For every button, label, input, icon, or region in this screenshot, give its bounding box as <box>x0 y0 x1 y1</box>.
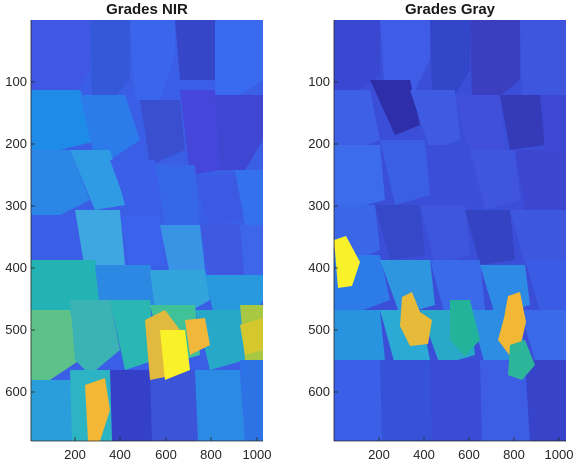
x-tick-label: 200 <box>64 447 86 462</box>
heatmap-image <box>31 20 263 441</box>
subplot-nir: Grades NIR <box>5 1 271 462</box>
y-ticks: 100 200 300 400 500 600 <box>308 74 338 399</box>
x-tick-label: 1000 <box>545 447 574 462</box>
y-tick-label: 200 <box>5 136 27 151</box>
y-tick-label: 400 <box>308 260 330 275</box>
x-ticks: 200 400 600 800 1000 <box>368 437 573 462</box>
y-tick-label: 400 <box>5 260 27 275</box>
x-tick-label: 200 <box>368 447 390 462</box>
x-tick-label: 800 <box>503 447 525 462</box>
y-tick-label: 300 <box>308 198 330 213</box>
x-tick-label: 600 <box>155 447 177 462</box>
y-tick-label: 500 <box>5 322 27 337</box>
x-tick-label: 400 <box>413 447 435 462</box>
y-tick-label: 600 <box>308 384 330 399</box>
x-tick-label: 600 <box>458 447 480 462</box>
y-tick-label: 100 <box>308 74 330 89</box>
chart-title: Grades NIR <box>106 1 188 18</box>
chart-title: Grades Gray <box>405 1 496 18</box>
y-tick-label: 500 <box>308 322 330 337</box>
y-tick-label: 600 <box>5 384 27 399</box>
x-tick-label: 1000 <box>243 447 272 462</box>
y-ticks: 100 200 300 400 500 600 <box>5 74 35 399</box>
x-ticks: 200 400 600 800 1000 <box>64 437 271 462</box>
subplot-gray: Grades Gray <box>308 1 573 462</box>
heatmap-image <box>334 20 566 441</box>
x-tick-label: 400 <box>109 447 131 462</box>
y-tick-label: 300 <box>5 198 27 213</box>
y-tick-label: 100 <box>5 74 27 89</box>
x-tick-label: 800 <box>200 447 222 462</box>
y-tick-label: 200 <box>308 136 330 151</box>
